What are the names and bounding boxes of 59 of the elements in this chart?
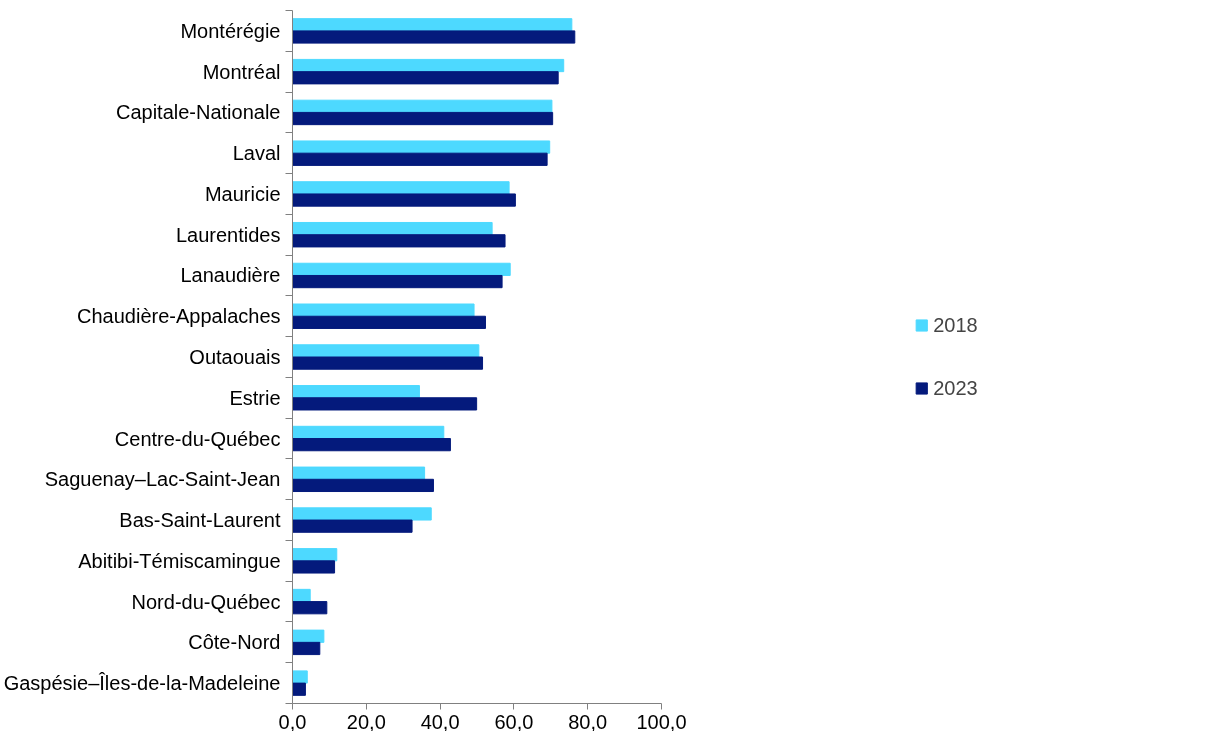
bar xyxy=(292,507,432,521)
bar xyxy=(292,670,308,684)
x-tick-label: 60,0 xyxy=(494,710,534,731)
y-tick-label: Lanaudière xyxy=(180,264,281,287)
bar xyxy=(292,111,554,126)
y-tick-label: Outaouais xyxy=(189,346,281,368)
bar xyxy=(292,560,336,574)
bar xyxy=(292,315,486,329)
bar xyxy=(292,344,480,358)
y-tick-label: Capitale-Nationale xyxy=(115,101,281,124)
legend-label: 2018 xyxy=(933,313,978,337)
x-tick-label: 40,0 xyxy=(420,710,460,731)
y-tick-label: Saguenay–Lac-Saint-Jean xyxy=(44,468,281,491)
y-tick-label: Abitibi-Témiscamingue xyxy=(78,549,281,572)
bar xyxy=(292,641,321,656)
x-tick-label: 80,0 xyxy=(568,710,608,731)
y-tick-label: Côte-Nord xyxy=(188,631,281,654)
bar xyxy=(292,262,511,276)
bar xyxy=(292,181,510,195)
x-tick-label: 20,0 xyxy=(346,710,386,731)
y-tick-label: Bas-Saint-Laurent xyxy=(119,509,281,532)
bar xyxy=(292,303,475,317)
bar xyxy=(292,548,338,562)
bar xyxy=(292,438,451,452)
y-tick-label: Nord-du-Québec xyxy=(131,590,281,613)
y-tick-label: Montérégie xyxy=(180,19,281,42)
bar xyxy=(292,140,551,154)
bar xyxy=(292,234,506,248)
bar xyxy=(292,385,420,399)
bar xyxy=(292,629,325,643)
bar xyxy=(292,466,426,480)
bar xyxy=(292,99,553,113)
bar xyxy=(292,152,548,166)
bar xyxy=(292,193,516,207)
bar xyxy=(292,30,576,44)
y-tick-label: Montréal xyxy=(202,60,281,83)
y-tick-label: Estrie xyxy=(229,386,281,409)
bar xyxy=(292,18,573,32)
y-tick-label: Laval xyxy=(232,142,281,165)
bar xyxy=(292,601,328,615)
bar xyxy=(292,425,445,440)
bar xyxy=(292,478,434,493)
y-tick-label: Gaspésie–Îles-de-la-Madeleine xyxy=(3,672,281,695)
x-tick-label: 0,0 xyxy=(278,710,307,731)
bar xyxy=(292,274,503,289)
bar xyxy=(292,588,311,603)
bar xyxy=(292,519,413,533)
bar xyxy=(292,356,484,370)
y-tick-label: Centre-du-Québec xyxy=(114,427,281,450)
bar xyxy=(292,682,306,696)
y-tick-label: Chaudière-Appalaches xyxy=(77,305,281,328)
bar xyxy=(292,71,559,85)
y-tick-label: Mauricie xyxy=(204,182,281,205)
y-tick-label: Laurentides xyxy=(175,223,281,246)
bar xyxy=(292,397,478,411)
legend-label: 2023 xyxy=(933,376,978,400)
x-tick-label: 100,0 xyxy=(636,710,687,731)
bar xyxy=(292,221,493,236)
bar xyxy=(292,58,565,73)
